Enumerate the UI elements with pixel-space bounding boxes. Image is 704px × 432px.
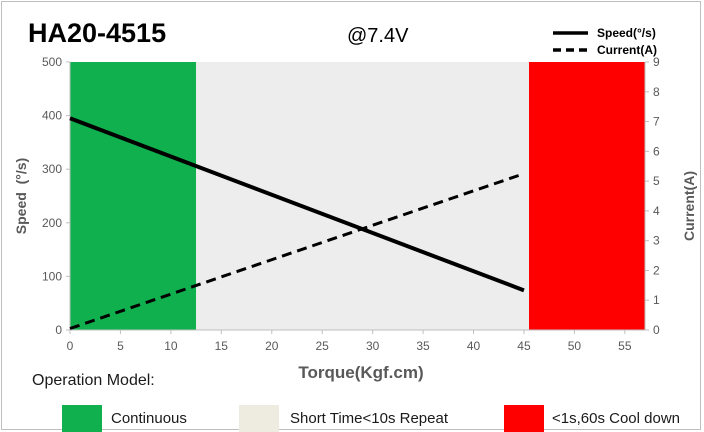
short-time-swatch — [239, 405, 279, 432]
y2-tick-label: 4 — [653, 204, 660, 218]
region-1 — [70, 62, 197, 330]
y2-tick-label: 8 — [653, 85, 660, 99]
region-2 — [196, 62, 529, 330]
x-tick-label: 40 — [467, 339, 481, 353]
cool-down-swatch — [504, 405, 544, 432]
speed-series-line — [69, 116, 525, 293]
y2-tick-label: 9 — [653, 55, 660, 69]
y2-axis-label: Current(A) — [681, 171, 697, 241]
y2-tick-label: 7 — [653, 115, 660, 129]
y2-tick-label: 5 — [653, 174, 660, 188]
y-axis-label: Speed (°/s) — [13, 158, 29, 234]
x-tick-label: 35 — [416, 339, 430, 353]
legend-current-label: Current(A) — [597, 43, 657, 57]
legend-speed-label: Speed(°/s) — [597, 26, 656, 40]
short-time-label: Short Time<10s Repeat — [290, 410, 449, 427]
y-tick-label: 200 — [42, 216, 62, 230]
y2-tick-label: 0 — [653, 323, 660, 337]
chart-title: HA20-4515 — [28, 18, 166, 48]
x-tick-label: 0 — [67, 339, 74, 353]
y-tick-label: 100 — [42, 269, 62, 283]
x-tick-label: 30 — [366, 339, 380, 353]
y2-tick-label: 2 — [653, 263, 660, 277]
y-tick-label: 500 — [42, 55, 62, 69]
x-tick-label: 55 — [618, 339, 632, 353]
continuous-swatch — [62, 405, 102, 432]
x-tick-label: 20 — [265, 339, 279, 353]
x-tick-label: 45 — [517, 339, 531, 353]
cool-down-label: <1s,60s Cool down — [552, 410, 680, 427]
y-tick-label: 300 — [42, 162, 62, 176]
y2-tick-label: 1 — [653, 293, 660, 307]
operation-model-title: Operation Model: — [32, 372, 155, 389]
x-axis-label: Torque(Kgf.cm) — [298, 363, 423, 382]
chart-subtitle: @7.4V — [347, 25, 409, 47]
x-tick-label: 5 — [117, 339, 124, 353]
y-tick-label: 0 — [55, 323, 62, 337]
x-tick-label: 25 — [316, 339, 330, 353]
x-tick-label: 15 — [215, 339, 229, 353]
y-tick-label: 400 — [42, 109, 62, 123]
y2-tick-label: 3 — [653, 234, 660, 248]
region-3 — [528, 62, 645, 330]
legend: Speed(°/s) Current(A) — [553, 26, 657, 57]
y2-tick-label: 6 — [653, 144, 660, 158]
continuous-label: Continuous — [111, 410, 187, 427]
x-tick-label: 10 — [164, 339, 178, 353]
x-tick-label: 50 — [568, 339, 582, 353]
